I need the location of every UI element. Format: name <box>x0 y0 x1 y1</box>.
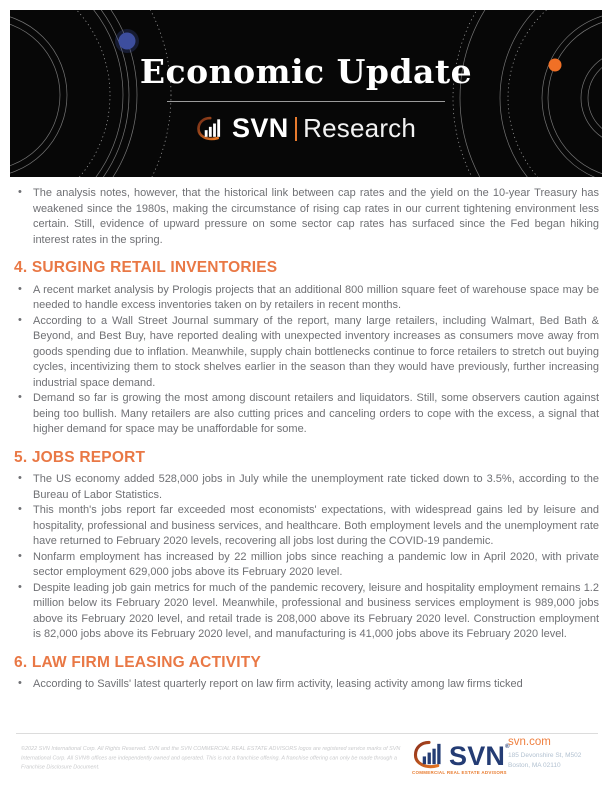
copyright-disclaimer: ©2022 SVN International Corp. All Rights… <box>21 745 401 770</box>
bullet-list: A recent market analysis by Prologis pro… <box>17 282 599 438</box>
footer-divider <box>16 733 598 734</box>
address-line-2: Boston, MA 02110 <box>508 761 561 769</box>
svn-logo-text: SVN® <box>449 741 510 771</box>
bullet-item: According to a Wall Street Journal summa… <box>17 313 599 392</box>
title-divider <box>167 101 445 102</box>
bullet-item: Demand so far is growing the most among … <box>17 390 599 438</box>
bullet-list: The US economy added 528,000 jobs in Jul… <box>17 471 599 643</box>
blue-orbit-dot <box>118 32 136 50</box>
logo-divider-bar <box>294 116 298 141</box>
bullet-item: This month's jobs report far exceeded mo… <box>17 502 599 550</box>
svn-logo-icon <box>197 116 221 141</box>
address-line-1: 185 Devonshire St, M502 <box>508 752 582 759</box>
svn-footer-logo: SVN® COMMERCIAL REAL ESTATE ADVISORS <box>412 739 522 778</box>
svn-website-link[interactable]: svn.com <box>508 736 551 748</box>
section-law-firm-leasing: 6. LAW FIRM LEASING ACTIVITY According t… <box>14 653 599 693</box>
footer-contact-block: svn.com 185 Devonshire St, M502 Boston, … <box>508 736 581 770</box>
header-banner: Economic Update SVN <box>10 10 602 177</box>
bullet-item: According to Savills' latest quarterly r… <box>17 676 599 693</box>
bullet-list: According to Savills' latest quarterly r… <box>17 676 599 693</box>
intro-bullet-list: The analysis notes, however, that the hi… <box>17 185 599 248</box>
footer-address: 185 Devonshire St, M502 Boston, MA 02110 <box>508 751 581 770</box>
document-body: The analysis notes, however, that the hi… <box>14 185 599 693</box>
svn-logo-tagline: COMMERCIAL REAL ESTATE ADVISORS <box>412 771 507 776</box>
orange-orbit-dot <box>548 58 562 72</box>
svn-logo-icon <box>413 740 441 769</box>
bullet-item: The US economy added 528,000 jobs in Jul… <box>17 471 599 503</box>
section-jobs-report: 5. JOBS REPORT The US economy added 528,… <box>14 448 599 643</box>
page-title: Economic Update <box>139 52 473 91</box>
section-retail-inventories: 4. SURGING RETAIL INVENTORIES A recent m… <box>14 259 599 438</box>
section-heading: 6. LAW FIRM LEASING ACTIVITY <box>14 653 262 671</box>
svn-research-logo: SVN Research <box>10 113 602 144</box>
page-footer: ©2022 SVN International Corp. All Rights… <box>16 733 598 788</box>
bullet-item: Despite leading job gain metrics for muc… <box>17 580 599 643</box>
registered-mark: ® <box>505 744 510 750</box>
section-heading: 5. JOBS REPORT <box>14 448 146 466</box>
bullet-item: A recent market analysis by Prologis pro… <box>17 282 599 314</box>
svn-logo-text: SVN <box>231 113 289 143</box>
section-heading: 4. SURGING RETAIL INVENTORIES <box>14 259 278 276</box>
bullet-item: The analysis notes, however, that the hi… <box>17 185 599 248</box>
bullet-item: Nonfarm employment has increased by 22 m… <box>17 549 599 581</box>
research-logo-text: Research <box>303 113 417 143</box>
orbit-decoration-graphic <box>10 10 602 177</box>
